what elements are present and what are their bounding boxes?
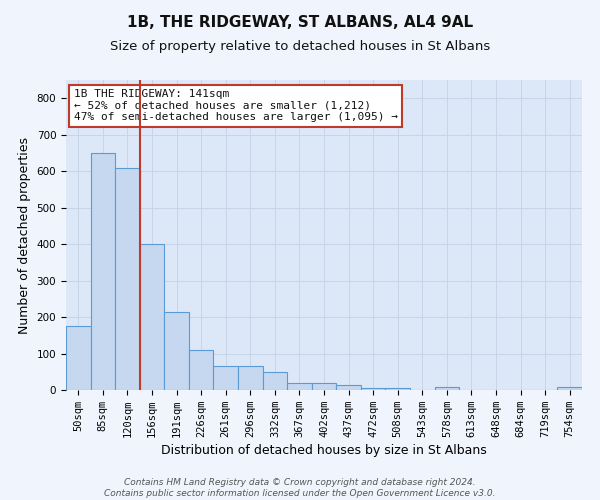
Bar <box>66 326 91 390</box>
Text: 1B THE RIDGEWAY: 141sqm
← 52% of detached houses are smaller (1,212)
47% of semi: 1B THE RIDGEWAY: 141sqm ← 52% of detache… <box>74 90 398 122</box>
Bar <box>434 387 459 390</box>
Y-axis label: Number of detached properties: Number of detached properties <box>18 136 31 334</box>
Bar <box>287 384 312 390</box>
Bar <box>238 366 263 390</box>
Bar <box>361 388 385 390</box>
Bar <box>214 366 238 390</box>
Text: Size of property relative to detached houses in St Albans: Size of property relative to detached ho… <box>110 40 490 53</box>
Bar <box>385 388 410 390</box>
Bar <box>115 168 140 390</box>
Text: Contains HM Land Registry data © Crown copyright and database right 2024.
Contai: Contains HM Land Registry data © Crown c… <box>104 478 496 498</box>
Bar <box>189 350 214 390</box>
X-axis label: Distribution of detached houses by size in St Albans: Distribution of detached houses by size … <box>161 444 487 457</box>
Bar <box>164 312 189 390</box>
Bar <box>91 153 115 390</box>
Bar <box>312 384 336 390</box>
Bar <box>336 386 361 390</box>
Bar <box>140 244 164 390</box>
Bar <box>557 387 582 390</box>
Bar <box>263 372 287 390</box>
Text: 1B, THE RIDGEWAY, ST ALBANS, AL4 9AL: 1B, THE RIDGEWAY, ST ALBANS, AL4 9AL <box>127 15 473 30</box>
